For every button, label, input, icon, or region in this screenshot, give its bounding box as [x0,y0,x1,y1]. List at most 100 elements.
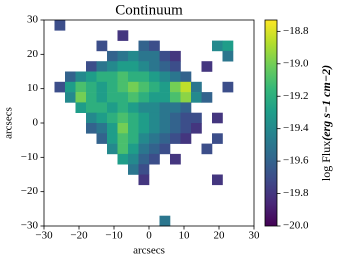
cell [180,112,192,124]
cell [117,61,129,72]
cell [86,102,97,113]
cell [75,71,87,83]
cell [96,61,108,72]
x-tick-label: −20 [70,230,88,242]
cell [191,92,202,103]
cell [107,61,118,72]
colorbar-label-text: log Flux [319,141,333,181]
cell [107,123,118,134]
cell [170,153,181,165]
cell [138,102,150,113]
cell [138,81,150,93]
x-tick-label: −30 [35,230,53,242]
cell [180,133,192,144]
cell [191,112,202,124]
cell [117,50,129,62]
cell [128,153,139,165]
cell [201,92,213,103]
cell [86,123,97,134]
cell [170,133,181,144]
x-tick-label: −10 [105,230,123,242]
cell [128,143,139,155]
cell [159,143,171,155]
cell [149,133,160,144]
cell [117,153,129,165]
cell [96,92,108,103]
cell [117,71,129,83]
cell [75,102,87,113]
cell [117,123,129,134]
x-axis-label: arcsecs [133,245,165,257]
cell [107,92,118,103]
cell [117,112,129,124]
cell [107,133,118,144]
cell [170,123,181,134]
y-tick-label: 20 [27,48,39,60]
cell [138,174,150,186]
cell [117,30,129,41]
cell [128,92,139,103]
cell [96,71,108,83]
cell [138,112,150,124]
y-axis-label: arcsecs [3,107,15,139]
cell [212,133,223,144]
cell [138,123,150,134]
cell [149,92,160,103]
x-tick-label: 0 [146,230,152,242]
cell [107,112,118,124]
cell [107,81,118,93]
chart-title: Continuum [115,2,183,18]
cell [107,50,118,62]
cell [138,153,150,165]
cell [75,92,87,103]
cell [96,81,108,93]
cell [170,81,181,93]
cell [159,102,171,113]
cell [149,81,160,93]
cell [54,20,66,31]
cell [201,143,213,155]
cell [96,112,108,124]
cell [117,143,129,155]
cell [107,102,118,113]
cell [138,71,150,83]
cell [180,123,192,134]
cell [128,102,139,113]
cell [212,174,223,186]
cell [159,81,171,93]
cell [65,92,76,103]
cell [138,50,150,62]
cell [191,81,202,93]
cell [86,61,97,72]
cell [54,81,66,93]
colorbar-label: log Flux(erg s−1 cm−2) [319,65,333,181]
colorbar-tick-label: −19.0 [283,57,309,69]
cell [128,164,139,175]
cell [75,81,87,93]
cell [86,71,97,83]
cell [170,50,181,62]
cell [117,92,129,103]
cell [159,133,171,144]
x-tick-label: 10 [179,230,191,242]
cell [86,81,97,93]
cell [86,112,97,124]
cell [212,40,223,52]
cell [222,81,234,93]
cell [138,61,150,72]
cell [128,61,139,72]
x-tick-label: 30 [249,230,261,242]
cell [191,123,202,134]
cell [149,61,160,72]
y-tick-label: 0 [33,117,39,129]
cell [138,133,150,144]
cell [128,50,139,62]
cell [212,112,223,124]
cell [180,102,192,113]
cell [170,102,181,113]
cell [128,112,139,124]
cell [96,133,108,144]
cell [149,102,160,113]
cell [159,92,171,103]
